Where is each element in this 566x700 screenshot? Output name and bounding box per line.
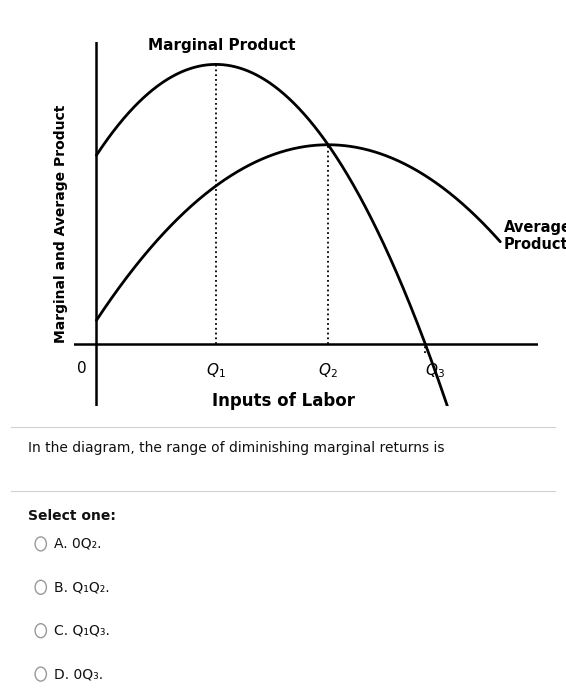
- Text: Inputs of Labor: Inputs of Labor: [212, 392, 355, 410]
- Text: C. Q₁Q₃.: C. Q₁Q₃.: [54, 624, 110, 638]
- Text: D. 0Q₃.: D. 0Q₃.: [54, 667, 103, 681]
- Text: 0: 0: [77, 361, 87, 376]
- Text: Average
Product: Average Product: [504, 220, 566, 252]
- Text: $Q_2$: $Q_2$: [318, 361, 338, 380]
- Text: $Q_1$: $Q_1$: [206, 361, 226, 380]
- Text: A. 0Q₂.: A. 0Q₂.: [54, 537, 101, 551]
- Text: Marginal Product: Marginal Product: [148, 38, 296, 53]
- Text: Select one:: Select one:: [28, 509, 116, 523]
- Text: $Q_3$: $Q_3$: [425, 361, 445, 380]
- Text: In the diagram, the range of diminishing marginal returns is: In the diagram, the range of diminishing…: [28, 441, 445, 455]
- Text: B. Q₁Q₂.: B. Q₁Q₂.: [54, 580, 109, 594]
- Y-axis label: Marginal and Average Product: Marginal and Average Product: [54, 105, 68, 343]
